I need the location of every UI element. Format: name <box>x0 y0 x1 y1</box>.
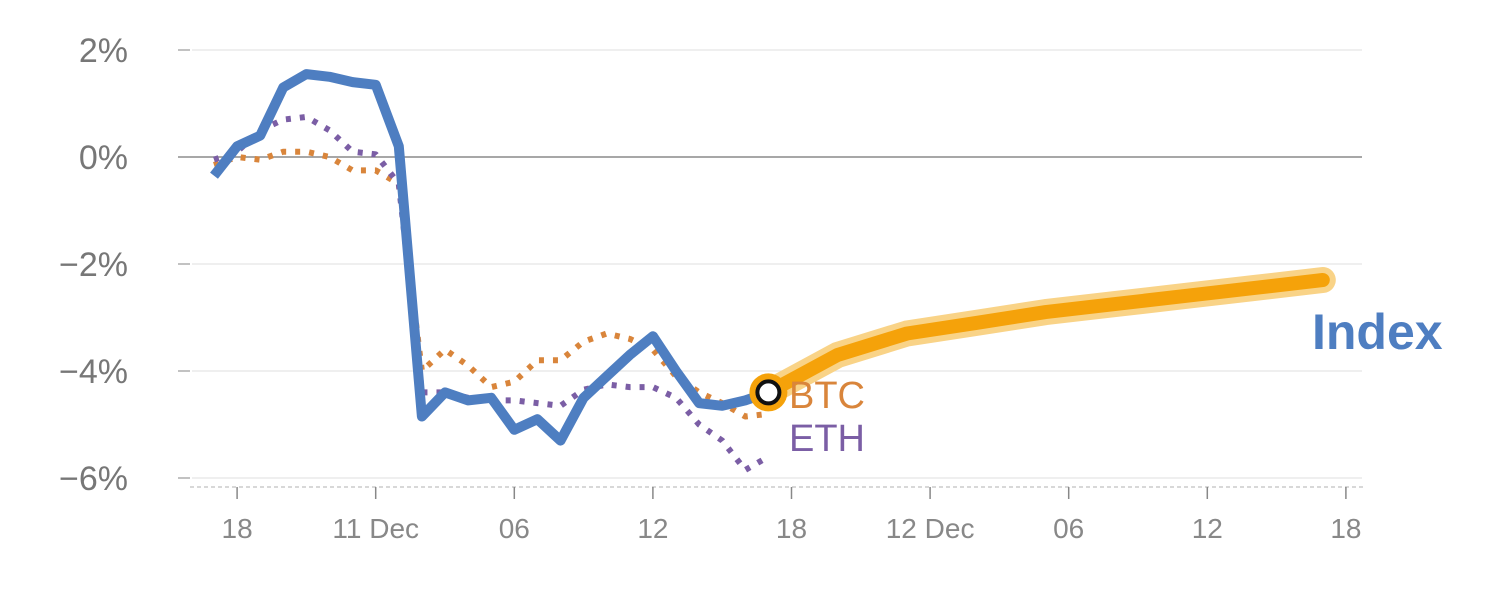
series-label-btc: BTC <box>789 375 865 417</box>
x-tick-label: 12 <box>637 513 668 544</box>
current-point-marker <box>755 379 782 406</box>
x-tick-label: 11 Dec <box>332 513 419 544</box>
eth-line <box>213 113 770 473</box>
y-tick-label: 2% <box>79 32 128 70</box>
x-axis: 18 11 Dec 06 12 18 12 Dec 06 12 18 <box>190 486 1366 544</box>
y-axis: 2% 0% −2% −4% −6% <box>59 32 190 498</box>
x-tick-label: 12 Dec <box>886 513 975 544</box>
x-tick-label: 18 <box>776 513 807 544</box>
x-tick-label: 18 <box>1330 513 1361 544</box>
y-tick-label: −4% <box>59 353 128 391</box>
marker-layer <box>749 373 788 412</box>
y-tick-label: 0% <box>79 139 128 177</box>
x-tick-label: 06 <box>499 513 530 544</box>
y-tick-label: −6% <box>59 460 128 498</box>
series-label-eth: ETH <box>789 418 865 460</box>
series-layer <box>210 69 1336 473</box>
index-line <box>210 69 771 446</box>
x-tick-label: 06 <box>1053 513 1084 544</box>
grid-layer <box>178 49 1362 479</box>
x-tick-label: 12 <box>1192 513 1223 544</box>
series-label-index: Index <box>1312 304 1443 360</box>
y-tick-label: −2% <box>59 246 128 284</box>
index-projection-line <box>761 273 1330 400</box>
x-tick-label: 18 <box>222 513 253 544</box>
